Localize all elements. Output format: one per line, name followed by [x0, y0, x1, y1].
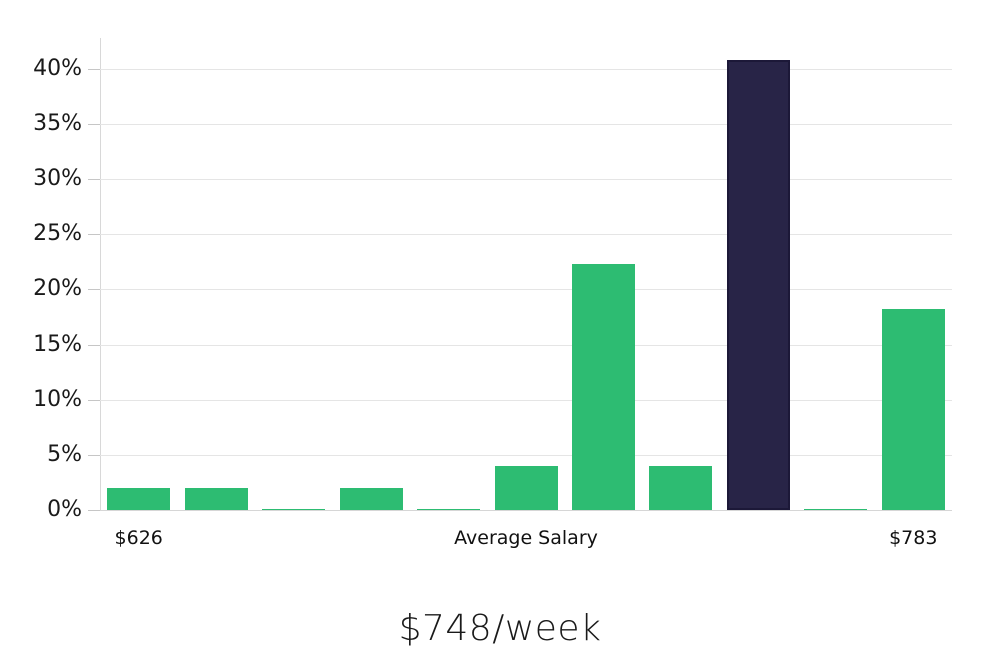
y-axis-tick: [88, 179, 100, 181]
highlighted-bar: [726, 60, 790, 510]
y-axis-label: 35%: [33, 111, 82, 137]
y-axis-tick: [88, 399, 100, 401]
y-axis-tick: [88, 454, 100, 456]
bar: [881, 309, 945, 510]
y-axis-label: 30%: [33, 166, 82, 192]
bar: [417, 508, 481, 510]
bar: [571, 264, 635, 510]
y-axis-tick: [88, 344, 100, 346]
y-axis-label: 5%: [47, 441, 82, 467]
bar: [804, 508, 868, 510]
y-axis-tick: [88, 289, 100, 291]
bar: [262, 508, 326, 510]
gridline: [100, 124, 952, 126]
gridline: [100, 510, 952, 511]
gridline: [100, 454, 952, 456]
y-axis-label: 10%: [33, 386, 82, 412]
gridline: [100, 344, 952, 346]
chart-title: $748/week: [398, 608, 602, 649]
bar: [107, 487, 171, 510]
bar: [494, 465, 558, 510]
bar: [339, 487, 403, 510]
y-axis-tick: [88, 124, 100, 126]
y-axis-tick: [88, 510, 100, 511]
x-axis-label: Average Salary: [454, 527, 598, 549]
y-axis-label: 15%: [33, 331, 82, 357]
y-axis-tick: [88, 68, 100, 70]
gridline: [100, 68, 952, 70]
y-axis-line: [100, 38, 101, 511]
x-axis-label: $783: [889, 527, 938, 549]
gridline: [100, 179, 952, 181]
plot-area: [100, 38, 952, 511]
bar: [649, 465, 713, 510]
bar: [184, 487, 248, 510]
y-axis-label: 25%: [33, 221, 82, 247]
gridline: [100, 234, 952, 236]
gridline: [100, 289, 952, 291]
y-axis-label: 0%: [47, 497, 82, 522]
y-axis-label: 20%: [33, 276, 82, 302]
y-axis-tick: [88, 234, 100, 236]
gridline: [100, 399, 952, 401]
x-axis-label: $626: [114, 527, 163, 549]
y-axis-label: 40%: [33, 55, 82, 81]
